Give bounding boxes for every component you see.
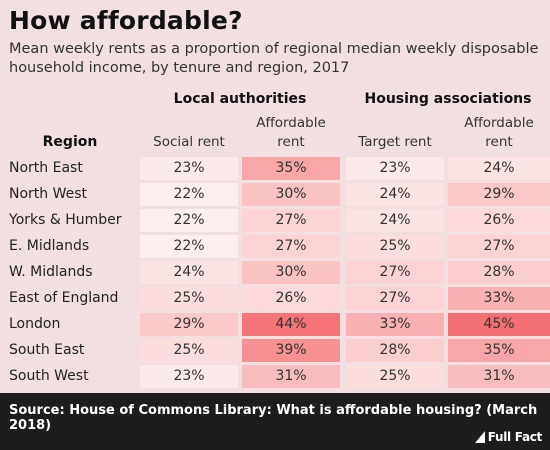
- table-cell: 45%: [448, 313, 550, 336]
- table-cell: 23%: [346, 157, 444, 180]
- table-cell: 29%: [448, 183, 550, 206]
- table-cell: 23%: [140, 157, 238, 180]
- row-label: South West: [9, 368, 89, 384]
- table-cell: 27%: [242, 209, 340, 232]
- brand-logo: Full Fact: [474, 430, 543, 444]
- table-cell: 24%: [346, 183, 444, 206]
- region-column-header: Region: [42, 134, 98, 150]
- table-cell: 27%: [346, 287, 444, 310]
- table-cell: 25%: [140, 287, 238, 310]
- row-label: E. Midlands: [9, 238, 90, 254]
- chart-title: How affordable?: [9, 6, 243, 35]
- column-header-la-affordable-rent-label: Affordable rent: [256, 115, 326, 150]
- column-header-la-affordable-rent: Affordable rent: [242, 113, 340, 153]
- table-cell: 29%: [140, 313, 238, 336]
- table-cell: 27%: [448, 235, 550, 258]
- column-header-target-rent: Target rent: [358, 133, 432, 150]
- table-cell: 26%: [448, 209, 550, 232]
- table-cell: 44%: [242, 313, 340, 336]
- row-label: London: [9, 316, 61, 332]
- table-cell: 30%: [242, 183, 340, 206]
- table-cell: 35%: [448, 339, 550, 362]
- table-cell: 31%: [242, 365, 340, 388]
- table-cell: 22%: [140, 183, 238, 206]
- table-cell: 33%: [346, 313, 444, 336]
- table-cell: 24%: [448, 157, 550, 180]
- chart-subtitle: Mean weekly rents as a proportion of reg…: [9, 41, 539, 76]
- table-cell: 24%: [140, 261, 238, 284]
- footer-bar: Source: House of Commons Library: What i…: [0, 393, 550, 450]
- column-header-ha-affordable-rent: Affordable rent: [448, 113, 550, 153]
- table-cell: 22%: [140, 209, 238, 232]
- table-cell: 25%: [346, 365, 444, 388]
- group-header-local-authorities: Local authorities: [173, 91, 307, 107]
- table-cell: 22%: [140, 235, 238, 258]
- table-cell: 28%: [448, 261, 550, 284]
- table-cell: 31%: [448, 365, 550, 388]
- table-cell: 35%: [242, 157, 340, 180]
- row-label: W. Midlands: [9, 264, 93, 280]
- column-header-social-rent: Social rent: [153, 133, 225, 150]
- table-cell: 39%: [242, 339, 340, 362]
- table-cell: 26%: [242, 287, 340, 310]
- heatmap-table: North East 23% 35% 23% 24% North West 22% 30% 24…: [0, 157, 550, 390]
- brand-mark-icon: [474, 431, 485, 443]
- table-cell: 28%: [346, 339, 444, 362]
- table-cell: 30%: [242, 261, 340, 284]
- table-cell: 23%: [140, 365, 238, 388]
- group-header-housing-associations: Housing associations: [364, 91, 532, 107]
- row-label: East of England: [9, 290, 119, 306]
- table-cell: 27%: [346, 261, 444, 284]
- table-cell: 24%: [346, 209, 444, 232]
- column-header-ha-affordable-rent-label: Affordable rent: [464, 115, 534, 150]
- row-label: Yorks & Humber: [9, 212, 122, 228]
- row-label: South East: [9, 342, 85, 358]
- table-cell: 27%: [242, 235, 340, 258]
- row-label: North West: [9, 186, 88, 202]
- table-cell: 25%: [346, 235, 444, 258]
- table-cell: 33%: [448, 287, 550, 310]
- table-cell: 25%: [140, 339, 238, 362]
- brand-name: Full Fact: [487, 430, 543, 444]
- source-note: Source: House of Commons Library: What i…: [9, 403, 538, 433]
- row-label: North East: [9, 160, 83, 176]
